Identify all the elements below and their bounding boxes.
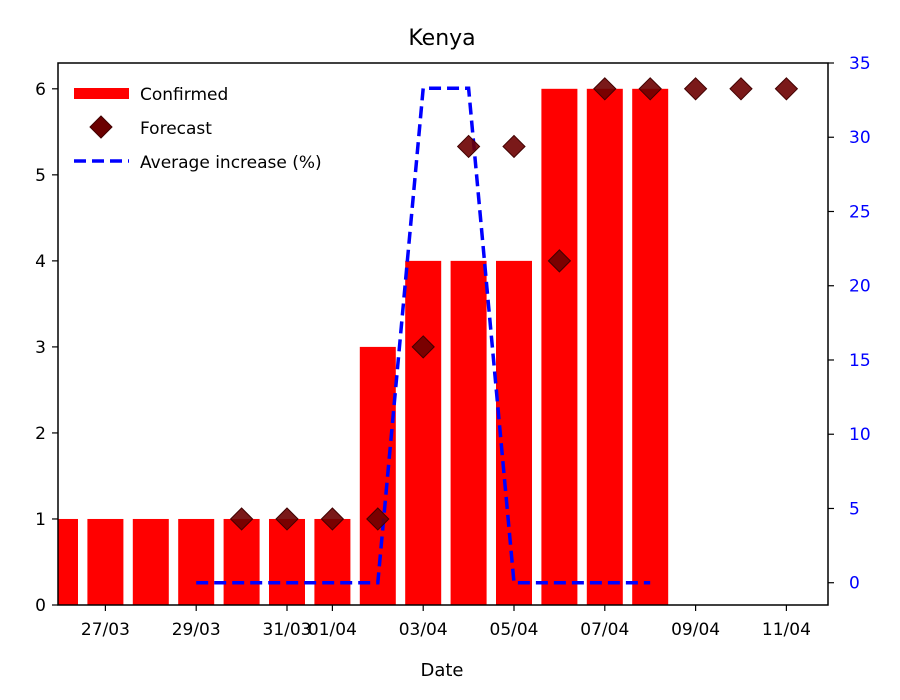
axes: 0 1 2 3 4 5 6 0 5 10 15 20 25 30 35 27/03 29/03 31/0301/0… bbox=[35, 54, 870, 640]
forecast-point bbox=[320, 507, 345, 531]
confirmed-bar bbox=[314, 518, 351, 605]
confirmed-bar bbox=[632, 88, 669, 605]
y-tick-label: 2 bbox=[35, 424, 46, 444]
forecast-point bbox=[683, 77, 708, 101]
plot-area bbox=[58, 77, 799, 605]
y-tick-label: 6 bbox=[35, 80, 46, 100]
x-tick-label: 31/03 bbox=[263, 620, 312, 640]
y-tick-label: 4 bbox=[35, 252, 46, 272]
x-tick-label: 09/04 bbox=[671, 620, 720, 640]
forecast-point bbox=[774, 77, 799, 101]
confirmed-bar bbox=[178, 518, 215, 605]
forecast-point bbox=[593, 77, 617, 101]
legend-swatch-forecast bbox=[89, 115, 113, 139]
average-increase-line bbox=[196, 86, 651, 585]
legend: Confirmed Forecast Average increase (%) bbox=[74, 85, 322, 173]
y2-tick-label: 20 bbox=[849, 277, 871, 297]
forecast-point bbox=[638, 77, 662, 101]
x-axis-title: Date bbox=[420, 660, 463, 681]
forecast-point bbox=[502, 134, 526, 159]
y2-tick-label: 25 bbox=[849, 202, 871, 222]
x-tick-label: 07/04 bbox=[580, 620, 629, 640]
chart-title: Kenya bbox=[408, 26, 475, 51]
confirmed-bar bbox=[541, 88, 578, 605]
legend-label-average: Average increase (%) bbox=[140, 153, 322, 173]
y2-tick-label: 0 bbox=[849, 574, 860, 594]
y-tick-label: 5 bbox=[35, 166, 46, 186]
y2-tick-label: 5 bbox=[849, 499, 860, 519]
legend-label-forecast: Forecast bbox=[140, 119, 212, 139]
x-tick-label: 29/03 bbox=[172, 620, 221, 640]
x-tick-label: 01/04 bbox=[308, 620, 357, 640]
y2-tick-label: 30 bbox=[849, 128, 871, 148]
confirmed-bar bbox=[405, 260, 442, 605]
x-tick-label: 11/04 bbox=[762, 620, 811, 640]
plot-content bbox=[58, 86, 669, 605]
confirmed-bar bbox=[586, 88, 623, 605]
forecast-point bbox=[229, 507, 254, 531]
legend-label-confirmed: Confirmed bbox=[140, 85, 228, 105]
y2-tick-label: 35 bbox=[849, 54, 871, 74]
x-tick-label: 05/04 bbox=[490, 620, 539, 640]
forecast-point bbox=[456, 134, 481, 159]
confirmed-bar bbox=[58, 518, 78, 605]
confirmed-bar bbox=[269, 518, 305, 605]
forecast-point bbox=[411, 335, 435, 359]
forecast-point bbox=[275, 507, 299, 531]
y-tick-label: 0 bbox=[35, 596, 46, 616]
plot-frame bbox=[57, 62, 829, 606]
confirmed-bar bbox=[223, 518, 260, 605]
confirmed-bar bbox=[359, 346, 396, 605]
y-tick-label: 1 bbox=[35, 510, 46, 530]
confirmed-bar bbox=[87, 518, 124, 605]
forecast-point bbox=[729, 77, 753, 101]
confirmed-bar bbox=[132, 518, 169, 605]
y2-tick-label: 15 bbox=[849, 351, 871, 371]
y2-tick-label: 10 bbox=[849, 425, 871, 445]
x-tick-label: 27/03 bbox=[81, 620, 130, 640]
confirmed-bar bbox=[450, 260, 487, 605]
y-tick-label: 3 bbox=[35, 338, 46, 358]
forecast-point bbox=[366, 507, 390, 531]
legend-swatch-confirmed bbox=[74, 88, 129, 99]
x-tick-label: 03/04 bbox=[399, 620, 448, 640]
forecast-point bbox=[547, 249, 572, 273]
